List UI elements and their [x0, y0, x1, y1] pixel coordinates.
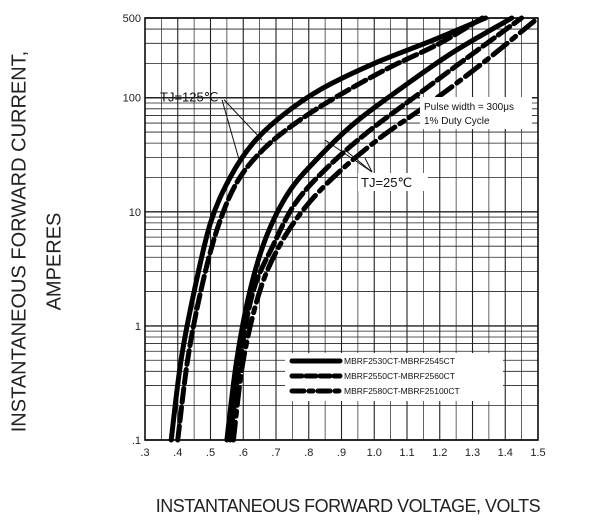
x-tick-label: 1.5: [530, 447, 545, 459]
legend-label: MBRF2580CT-MBRF25100CT: [344, 386, 460, 396]
series-line: [227, 15, 525, 443]
series-line: [175, 15, 485, 443]
y-tick-label: 10: [129, 207, 141, 219]
x-tick-label: 1.3: [465, 447, 480, 459]
annotation-tj25: TJ=25℃: [361, 175, 412, 190]
x-tick-label: 1.0: [367, 447, 382, 459]
series-line: [168, 15, 489, 443]
annotation-leader: [223, 99, 263, 141]
plot-border: [144, 17, 539, 441]
annotation-leader: [344, 149, 373, 173]
y-tick-label: 100: [123, 93, 141, 105]
x-tick-label: 1.1: [399, 447, 414, 459]
tick-labels: .3 .4 .5 .6 .7 .8 .9 1.0 1.1 1.2 1.3 1.4 1.5 .1 1 10 100…: [123, 13, 546, 459]
x-axis-title: INSTANTANEOUS FORWARD VOLTAGE, VOLTS: [155, 496, 541, 516]
annotation-leader: [364, 157, 373, 173]
plot-frame: [144, 17, 539, 441]
x-tick-label: .8: [304, 447, 313, 459]
annotation-pulse-width: Pulse width = 300μs: [424, 102, 514, 113]
x-tick-label: 1.4: [498, 447, 513, 459]
x-tick-label: .3: [140, 447, 149, 459]
series-line: [224, 15, 515, 443]
legend: MBRF2530CT-MBRF2545CT MBRF2550CT-MBRF2560…: [285, 353, 503, 401]
annotation-pulse-bg: [420, 97, 532, 129]
x-tick-label: .5: [206, 447, 215, 459]
x-tick-label: .9: [337, 447, 346, 459]
y-tick-label: .1: [132, 435, 141, 447]
y-tick-label: 500: [123, 13, 141, 25]
annotation-leader: [324, 139, 373, 173]
x-tick-label: .4: [173, 447, 182, 459]
annotation-tj125: TJ=125℃: [160, 90, 218, 105]
y-tick-label: 1: [135, 321, 141, 333]
series-line: [230, 15, 541, 443]
x-tick-label: 1.2: [432, 447, 447, 459]
annotation-leader: [221, 99, 241, 164]
x-tick-label: .6: [239, 447, 248, 459]
legend-label: MBRF2530CT-MBRF2545CT: [344, 356, 455, 366]
legend-label: MBRF2550CT-MBRF2560CT: [344, 371, 455, 381]
curves: [168, 15, 541, 443]
annotations: TJ=125℃ TJ=25℃ Pulse width = 300μs 1% Duty …: [160, 90, 532, 191]
annotation-tj25-bg: [358, 173, 428, 191]
x-tick-label: .7: [271, 447, 280, 459]
annotation-duty-cycle: 1% Duty Cycle: [424, 116, 490, 127]
